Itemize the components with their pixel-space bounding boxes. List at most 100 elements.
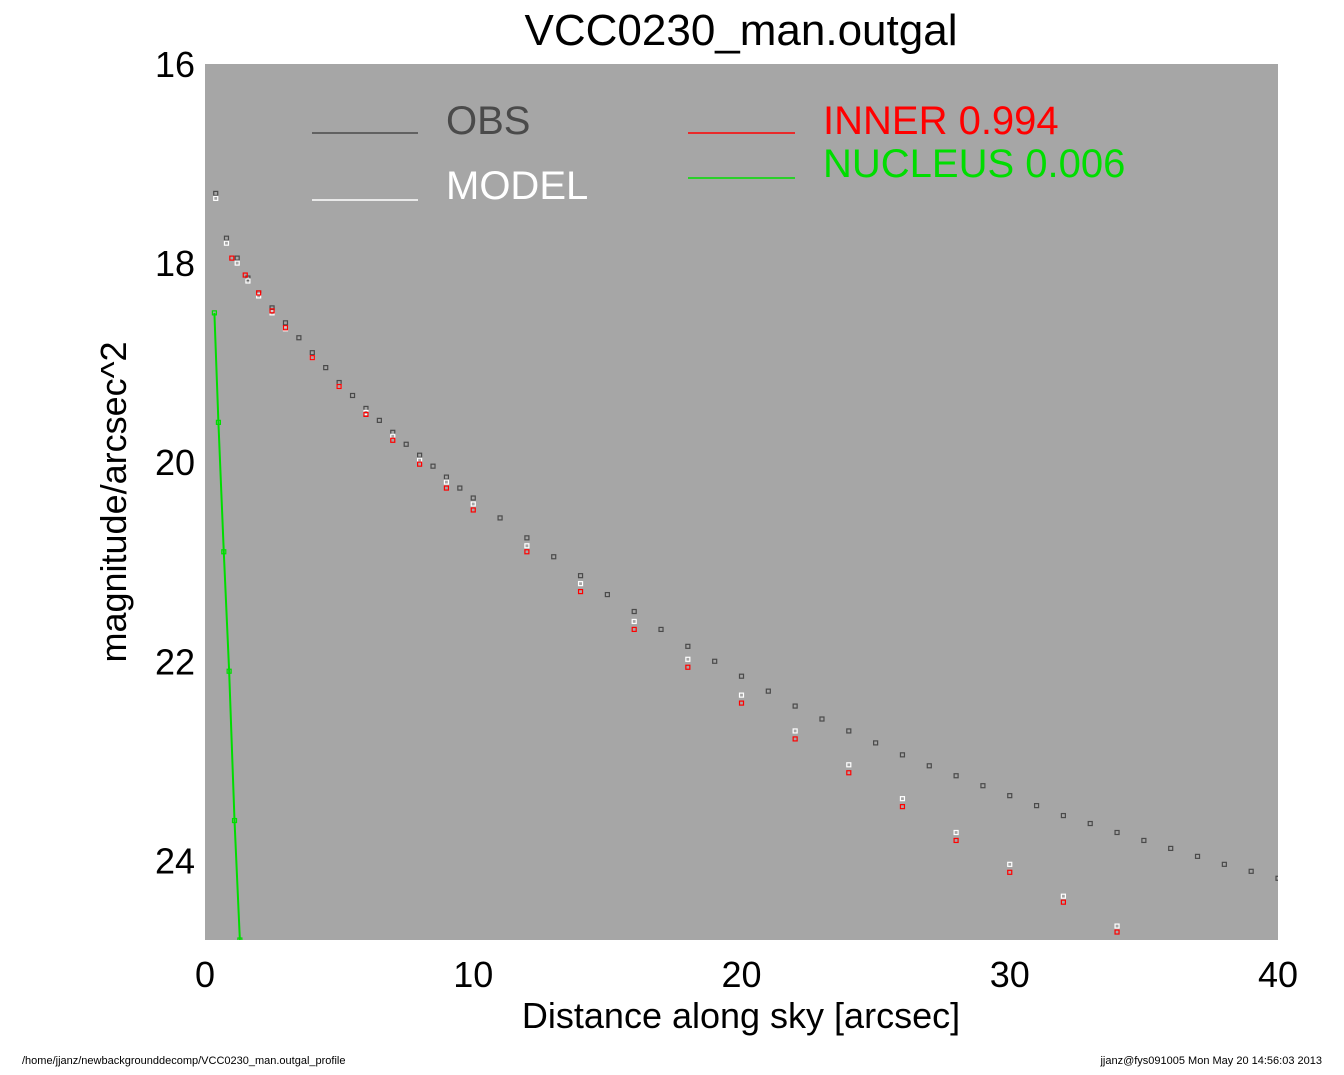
plot-area <box>205 64 1278 940</box>
model-point <box>524 543 530 549</box>
nucleus-point <box>215 419 222 425</box>
nucleus-point <box>226 668 232 674</box>
inner-point <box>242 272 248 278</box>
obs-point <box>953 773 959 779</box>
obs-point <box>873 740 879 746</box>
inner-point <box>417 461 423 467</box>
obs-point <box>1221 861 1227 867</box>
x-tick-label: 30 <box>990 954 1030 995</box>
model-point <box>1060 893 1067 899</box>
model-point <box>738 692 745 698</box>
legend-label-nucleus: NUCLEUS 0.006 <box>823 142 1125 186</box>
chart-title: VCC0230_man.outgal <box>525 6 958 55</box>
y-tick-label: 16 <box>155 44 195 85</box>
x-tick-label: 40 <box>1258 954 1298 995</box>
inner-point <box>390 437 396 443</box>
obs-point <box>685 643 691 649</box>
obs-point <box>403 441 409 447</box>
obs-point <box>1033 803 1040 809</box>
model-point <box>256 293 262 299</box>
obs-point <box>846 728 852 734</box>
y-tick-label: 18 <box>155 243 195 284</box>
obs-point <box>430 463 436 469</box>
inner-point <box>577 588 584 595</box>
obs-point <box>309 350 315 356</box>
series-obs <box>213 190 1278 881</box>
inner-point <box>309 355 315 361</box>
model-point <box>846 762 852 768</box>
y-axis-label: magnitude/arcsec^2 <box>93 341 134 662</box>
inner-point <box>1169 958 1173 962</box>
obs-point <box>223 235 230 241</box>
obs-point <box>1060 812 1067 819</box>
x-tick-label: 10 <box>453 954 493 995</box>
x-tick-label: 0 <box>195 954 215 995</box>
inner-point <box>1209 978 1213 982</box>
inner-point <box>792 736 798 742</box>
obs-point <box>631 608 637 615</box>
legend-label-inner: INNER 0.994 <box>823 99 1059 143</box>
inner-point <box>1114 929 1120 935</box>
obs-point <box>1248 868 1254 874</box>
x-axis-label: Distance along sky [arcsec] <box>522 995 960 1036</box>
inner-point <box>524 549 530 555</box>
nucleus-point <box>211 310 217 316</box>
obs-point <box>1168 845 1174 852</box>
obs-point <box>245 275 251 281</box>
obs-point <box>819 716 825 722</box>
legend-label-obs: OBS <box>446 99 530 143</box>
obs-point <box>1114 829 1120 836</box>
obs-point <box>1194 853 1201 859</box>
obs-point <box>712 658 718 664</box>
model-point <box>223 240 230 246</box>
obs-point <box>604 591 610 598</box>
nucleus-point <box>231 817 238 824</box>
obs-point <box>417 452 423 458</box>
model-point <box>470 501 476 507</box>
inner-point <box>269 308 275 314</box>
model-point <box>245 278 251 284</box>
inner-point <box>738 700 745 706</box>
nucleus-point <box>221 549 227 555</box>
obs-point <box>551 554 557 560</box>
model-point <box>577 581 584 587</box>
model-point <box>234 260 240 266</box>
obs-point <box>658 626 664 633</box>
obs-point <box>457 485 463 491</box>
obs-point <box>1087 820 1093 827</box>
inner-point <box>953 837 959 844</box>
data-marks <box>211 190 1278 988</box>
y-tick-label: 22 <box>155 641 195 682</box>
inner-point <box>363 411 369 417</box>
obs-point <box>470 495 476 501</box>
model-point <box>213 195 219 201</box>
inner-point <box>899 804 906 810</box>
obs-point <box>524 535 530 541</box>
obs-point <box>792 703 798 709</box>
obs-point <box>1141 837 1147 844</box>
x-axis-ticks: 0 10 20 30 40 <box>195 954 1298 995</box>
inner-point <box>470 507 476 513</box>
model-point <box>685 656 691 662</box>
nucleus-point <box>237 937 243 940</box>
model-point <box>953 829 959 836</box>
inner-point <box>256 290 262 296</box>
obs-point <box>234 255 240 261</box>
footer-user-timestamp: jjanz@fys091005 Mon May 20 14:56:03 2013 <box>1100 1055 1322 1067</box>
obs-point <box>738 673 745 679</box>
model-point <box>899 796 906 802</box>
model-point <box>1222 984 1226 988</box>
obs-point <box>926 763 932 769</box>
obs-point <box>577 573 584 579</box>
model-point <box>792 728 798 734</box>
inner-point <box>229 255 235 261</box>
obs-point <box>899 752 906 758</box>
y-tick-label: 24 <box>155 840 195 881</box>
inner-point <box>282 325 289 331</box>
inner-point <box>1060 899 1067 905</box>
obs-point <box>376 417 382 423</box>
model-point <box>1114 923 1120 929</box>
obs-point <box>443 474 450 480</box>
